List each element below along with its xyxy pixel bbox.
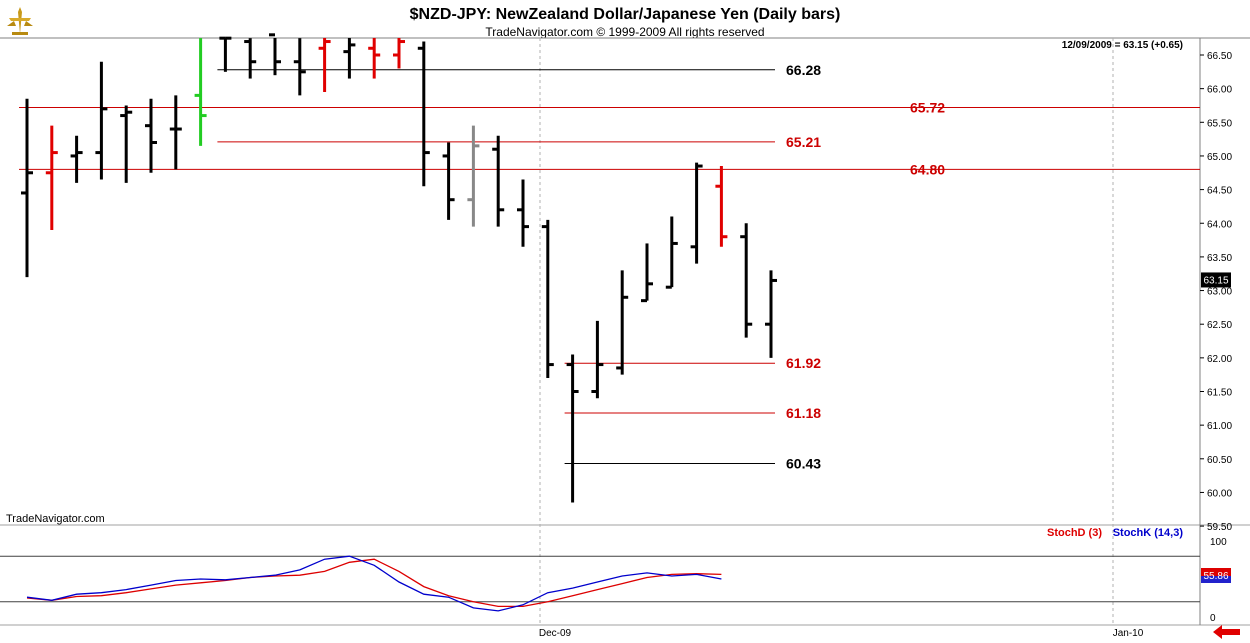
price-bar xyxy=(120,105,133,183)
price-tick-label: 63.00 xyxy=(1207,287,1232,298)
price-bar xyxy=(318,38,331,93)
level-label: 66.28 xyxy=(786,62,821,78)
level-label: 65.72 xyxy=(910,99,945,115)
price-bars xyxy=(21,33,777,503)
price-bar xyxy=(70,135,83,183)
support-resistance-levels: 66.28 65.72 65.21 64.80 61.92 61.18 60.43 xyxy=(19,62,1200,472)
last-price-flag: 63.15 xyxy=(1201,272,1231,288)
level-label: 65.21 xyxy=(786,134,821,150)
last-price-readout: 12/09/2009 = 63.15 (+0.65) xyxy=(1062,40,1183,51)
price-bar xyxy=(665,216,678,289)
price-bar xyxy=(343,38,356,79)
price-bar xyxy=(765,270,777,358)
level-label: 61.92 xyxy=(786,355,821,371)
price-bar xyxy=(641,243,653,303)
stoch-tick-label: 0 xyxy=(1210,613,1216,624)
price-axis: 59.50 60.00 60.50 61.00 61.50 62.00 62.50 63.00… xyxy=(1200,51,1232,533)
price-bar xyxy=(269,33,281,76)
price-bar xyxy=(541,219,554,379)
price-bar xyxy=(492,135,505,227)
legend-stoch-d: StochD (3) xyxy=(1047,527,1102,539)
price-bar xyxy=(740,223,753,338)
date-label: Jan-10 xyxy=(1113,628,1144,639)
price-tick-label: 60.50 xyxy=(1207,455,1232,466)
scroll-left-arrow-icon[interactable] xyxy=(1213,625,1240,639)
price-tick-label: 61.00 xyxy=(1207,421,1232,432)
trade-navigator-logo-icon[interactable] xyxy=(4,4,37,37)
price-tick-label: 65.00 xyxy=(1207,152,1232,163)
price-tick-label: 66.00 xyxy=(1207,85,1232,96)
price-bar xyxy=(145,98,157,173)
chart-title: $NZD-JPY: NewZealand Dollar/Japanese Yen… xyxy=(410,6,841,23)
price-tick-label: 64.50 xyxy=(1207,186,1232,197)
price-bar xyxy=(442,142,455,220)
chart-subtitle: TradeNavigator.com © 1999-2009 All right… xyxy=(485,25,764,39)
price-bar xyxy=(45,125,58,230)
price-bar xyxy=(616,270,629,375)
price-tick-label: 64.00 xyxy=(1207,219,1232,230)
date-axis: Dec-09 Jan-10 xyxy=(539,628,1144,639)
stoch-series-line xyxy=(26,555,722,612)
price-bar xyxy=(467,125,480,227)
price-bar xyxy=(21,98,33,278)
level-label: 61.18 xyxy=(786,405,821,421)
price-bar xyxy=(194,38,207,146)
stochastic-panel xyxy=(0,555,1200,612)
stoch-tick-label: 100 xyxy=(1210,537,1227,548)
price-bar xyxy=(517,179,529,247)
stoch-last-label: 55.86 xyxy=(1203,571,1228,582)
price-bar xyxy=(368,38,381,79)
stochastic-axis: 0 100 xyxy=(1210,537,1227,624)
level-label: 64.80 xyxy=(910,161,945,177)
date-label: Dec-09 xyxy=(539,628,572,639)
price-tick-label: 62.50 xyxy=(1207,320,1232,331)
level-label: 60.43 xyxy=(786,456,821,472)
price-tick-label: 66.50 xyxy=(1207,51,1232,62)
price-bar xyxy=(591,320,604,399)
price-tick-label: 62.00 xyxy=(1207,354,1232,365)
price-bar xyxy=(219,36,232,72)
price-bar xyxy=(169,95,182,170)
stoch-last-flag: 55.86 xyxy=(1201,568,1231,583)
watermark: TradeNavigator.com xyxy=(6,513,105,525)
price-bar xyxy=(690,162,703,264)
price-tick-label: 59.50 xyxy=(1207,522,1232,533)
price-tick-label: 61.50 xyxy=(1207,388,1232,399)
price-bar xyxy=(244,38,257,79)
price-bar xyxy=(715,166,728,247)
price-bar xyxy=(417,41,430,187)
stoch-series-line xyxy=(26,558,722,608)
price-bar xyxy=(293,38,306,96)
legend-stoch-k: StochK (14,3) xyxy=(1113,527,1184,539)
last-price-label: 63.15 xyxy=(1203,275,1228,286)
price-bar xyxy=(95,61,108,180)
price-tick-label: 60.00 xyxy=(1207,488,1232,499)
price-bar xyxy=(566,354,579,503)
price-tick-label: 63.50 xyxy=(1207,253,1232,264)
price-tick-label: 65.50 xyxy=(1207,118,1232,129)
price-bar xyxy=(393,38,405,69)
